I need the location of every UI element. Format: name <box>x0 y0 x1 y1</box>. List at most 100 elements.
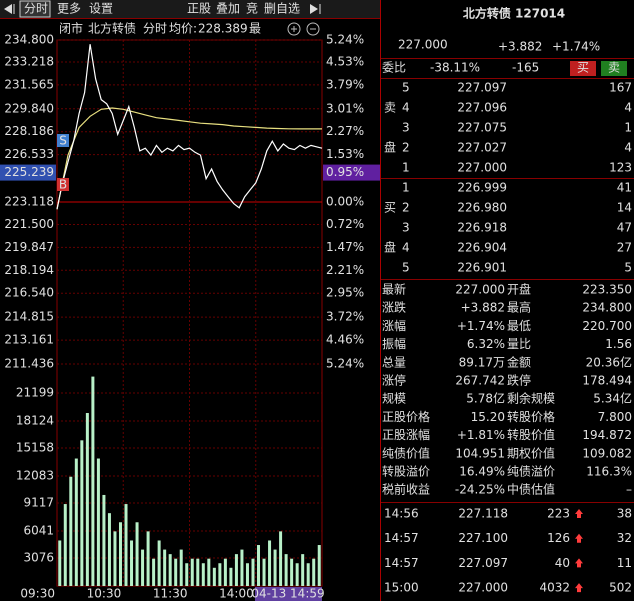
price-line <box>56 44 323 210</box>
book-price: 227.075 <box>457 121 507 135</box>
stat-value: 6.32% <box>467 337 505 351</box>
book-level: 3 <box>402 221 410 235</box>
book-price: 226.901 <box>457 261 507 275</box>
volume-bar <box>130 540 134 586</box>
tab-selected[interactable] <box>19 0 51 18</box>
toolbar-item: 删自选 <box>264 2 300 16</box>
up-arrow <box>575 558 583 568</box>
pct-tick-label: 3.01% <box>326 101 364 115</box>
stat-value: 15.20 <box>471 410 505 424</box>
stat-label: 规模 <box>382 391 406 406</box>
y-tick-label: 223.118 <box>4 195 54 209</box>
trade-price: 227.000 <box>458 581 508 595</box>
sell-button[interactable] <box>601 61 627 76</box>
x-tick-label: 11:30 <box>153 587 188 601</box>
book-price: 226.904 <box>457 241 507 255</box>
volume-tick-label: 21199 <box>16 385 54 399</box>
volume-bar <box>179 549 183 586</box>
volume-bar <box>118 522 122 586</box>
book-level: 4 <box>402 101 410 115</box>
stat-label: 最高 <box>507 300 531 315</box>
pct-tick-label: 1.47% <box>326 240 364 254</box>
y-tick-label: 218.194 <box>4 263 54 277</box>
info-avg_label: 均价: <box>169 22 197 36</box>
trade-count: 502 <box>609 581 632 595</box>
trade-price: 227.100 <box>458 531 508 545</box>
y-tick-label: 231.565 <box>4 77 54 91</box>
x-tick-label: 10:30 <box>87 587 122 601</box>
pct-tick-label: 2.21% <box>326 263 364 277</box>
volume-bar <box>306 563 310 586</box>
stat-label: 最新 <box>382 282 406 297</box>
y-tick-label: 211.436 <box>4 357 54 371</box>
pct-tick-label: 3.79% <box>326 77 364 91</box>
volume-bar <box>262 558 266 586</box>
volume-bar <box>146 531 150 586</box>
book-price: 226.918 <box>457 221 507 235</box>
sell-button-label: 卖 <box>608 61 620 75</box>
current-price: 225.239 <box>4 165 54 179</box>
zoom-in[interactable] <box>287 22 301 36</box>
volume-bar <box>273 549 277 586</box>
trade-time: 14:57 <box>384 556 419 570</box>
stat-value: 220.700 <box>582 319 632 333</box>
volume-bar <box>157 540 161 586</box>
trade-time: 15:00 <box>384 581 419 595</box>
volume-bar <box>234 554 238 586</box>
volume-bar <box>245 563 249 586</box>
trade-price: 227.118 <box>458 507 508 521</box>
y-tick-label: 221.500 <box>4 217 54 231</box>
stat-value: 1.56 <box>605 337 632 351</box>
book-price: 227.097 <box>457 81 507 95</box>
book-level: 1 <box>402 181 410 195</box>
ratio: -38.11% <box>430 61 480 75</box>
stat-label: 纯债价值 <box>382 445 430 460</box>
trade-marker-label: B <box>59 178 67 192</box>
book-price: 226.999 <box>457 181 507 195</box>
zoom-out[interactable] <box>306 22 320 36</box>
stat-value: 116.3% <box>586 465 632 479</box>
volume-bar <box>229 567 233 586</box>
volume-bar <box>190 558 194 586</box>
stat-label: 税前收益 <box>382 482 430 497</box>
book-level: 1 <box>402 161 410 175</box>
next-button[interactable] <box>310 4 318 14</box>
y-tick-label: 229.840 <box>4 101 54 115</box>
book-price: 226.980 <box>457 201 507 215</box>
quote-change: +3.882 <box>498 40 542 54</box>
trade-marker[interactable] <box>57 134 69 147</box>
info-status: 闭市 <box>59 21 83 36</box>
book-level: 3 <box>402 121 410 135</box>
stat-label: 期权价值 <box>507 445 555 460</box>
volume-bar <box>257 545 261 586</box>
stat-label: 总量 <box>382 355 406 369</box>
toolbar-item: 更多 <box>57 2 81 16</box>
volume-bar <box>85 413 89 586</box>
trade-time: 14:56 <box>384 507 419 521</box>
stat-value: 234.800 <box>582 301 632 315</box>
volume-bar <box>63 504 67 586</box>
volume-bar <box>295 563 299 586</box>
volume-bar <box>196 558 200 586</box>
book-volume: 4 <box>624 101 632 115</box>
stat-label: 转股溢价 <box>382 464 430 479</box>
volume-bar <box>201 563 205 586</box>
trade-marker[interactable] <box>57 178 69 191</box>
stat-value: 267.742 <box>455 374 505 388</box>
volume-bar <box>290 558 294 586</box>
toolbar-item: 叠加 <box>216 2 240 16</box>
volume-bar <box>124 504 128 586</box>
stat-label: 金额 <box>507 354 531 369</box>
toolbar-item: 设置 <box>89 2 113 16</box>
book-volume: 123 <box>609 161 632 175</box>
book-volume: 27 <box>617 241 632 255</box>
trade-volume: 223 <box>547 507 570 521</box>
book-volume: 47 <box>617 221 632 235</box>
y-tick-label: 226.533 <box>4 147 54 161</box>
trade-price: 227.097 <box>458 556 508 570</box>
stat-label: 涨停 <box>382 373 406 388</box>
trade-count: 38 <box>617 507 632 521</box>
prev-button[interactable] <box>4 4 12 14</box>
buy-button[interactable] <box>570 61 596 76</box>
volume-bar <box>185 563 189 586</box>
